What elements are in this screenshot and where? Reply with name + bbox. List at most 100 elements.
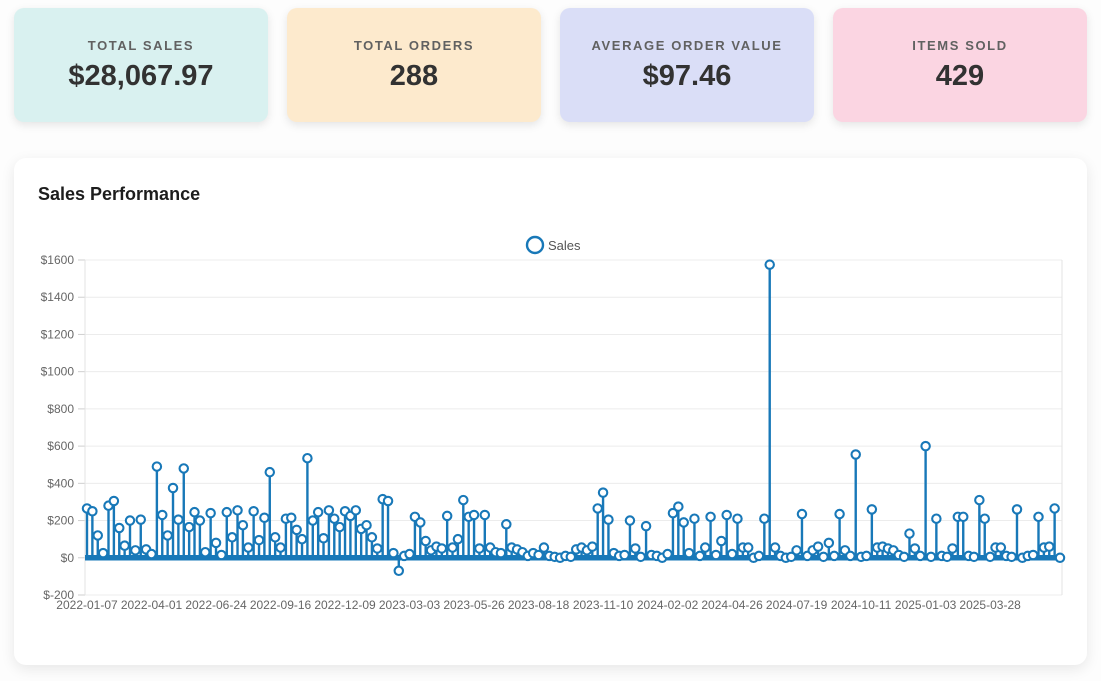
data-point-marker <box>264 466 276 478</box>
data-point-marker <box>259 512 270 524</box>
data-point-marker <box>914 550 926 562</box>
kpi-card-total-sales: TOTAL SALES $28,067.97 <box>14 8 268 122</box>
data-point-marker <box>501 519 512 530</box>
data-point-marker <box>248 505 259 517</box>
data-point-marker <box>968 551 980 563</box>
data-point-marker <box>114 522 125 534</box>
data-point-marker <box>818 551 829 563</box>
data-point-marker <box>157 509 168 521</box>
data-point-marker <box>323 505 335 516</box>
kpi-card-items-sold: ITEMS SOLD 429 <box>833 8 1087 122</box>
y-axis-label: $800 <box>47 402 74 416</box>
data-point-marker <box>436 543 448 554</box>
data-point-marker <box>931 513 942 524</box>
data-point-marker <box>173 514 184 525</box>
x-axis-label: 2022-09-16 <box>250 598 312 612</box>
data-point-marker <box>447 542 458 553</box>
data-point-marker <box>194 515 206 526</box>
data-point-marker <box>366 532 378 543</box>
data-point-marker <box>769 542 781 553</box>
legend-item-sales[interactable]: Sales <box>525 235 581 255</box>
data-point-marker <box>441 510 453 522</box>
data-point-marker <box>592 503 603 514</box>
data-point-marker <box>791 545 802 556</box>
data-point-marker <box>232 505 243 516</box>
data-point-marker <box>1027 549 1039 561</box>
data-point-marker <box>415 517 426 528</box>
x-axis-label: 2023-08-18 <box>508 598 570 612</box>
data-point-marker <box>850 449 861 460</box>
data-point-marker <box>178 463 190 474</box>
data-point-marker <box>221 506 233 518</box>
data-point-marker <box>925 551 937 563</box>
kpi-value-total-orders: 288 <box>389 59 439 92</box>
kpi-card-average-order-value: AVERAGE ORDER VALUE $97.46 <box>560 8 814 122</box>
x-axis-label: 2023-03-03 <box>379 598 441 612</box>
x-axis-label: 2025-03-28 <box>959 598 1021 612</box>
data-point-marker <box>823 537 835 549</box>
data-point-marker <box>388 547 399 559</box>
data-point-marker <box>785 551 797 563</box>
y-axis-label: $600 <box>47 439 74 453</box>
data-point-marker <box>699 542 711 553</box>
data-point-marker <box>226 532 238 543</box>
data-point-marker <box>909 543 921 554</box>
data-point-marker <box>630 543 641 554</box>
x-axis-label: 2024-07-19 <box>766 598 828 612</box>
data-point-marker <box>845 550 856 562</box>
kpi-card-total-orders: TOTAL ORDERS 288 <box>287 8 541 122</box>
data-point-marker <box>205 507 216 519</box>
y-axis-label: $400 <box>47 476 74 490</box>
data-point-marker <box>275 542 286 553</box>
kpi-value-total-sales: $28,067.97 <box>68 59 214 92</box>
data-point-marker <box>119 540 130 551</box>
data-point-marker <box>861 550 872 562</box>
data-point-marker <box>624 515 636 526</box>
data-point-marker <box>479 509 491 521</box>
kpi-label-total-orders: TOTAL ORDERS <box>353 37 475 53</box>
data-point-marker <box>732 513 743 524</box>
kpi-label-total-sales: TOTAL SALES <box>87 37 195 53</box>
data-point-marker <box>828 550 840 562</box>
y-axis-label: $1400 <box>41 290 75 304</box>
data-point-marker <box>742 542 754 553</box>
data-point-marker <box>372 543 383 554</box>
data-point-marker <box>533 549 544 561</box>
data-point-marker <box>619 549 630 561</box>
legend-label: Sales <box>548 238 581 253</box>
data-point-marker <box>334 521 345 533</box>
data-point-marker <box>635 551 646 563</box>
data-point-marker <box>812 541 824 552</box>
data-point-marker <box>673 501 684 512</box>
data-point-marker <box>947 543 958 554</box>
data-point-marker <box>941 551 953 563</box>
data-point-marker <box>904 528 915 539</box>
data-point-marker <box>350 505 362 516</box>
data-point-marker <box>312 506 324 518</box>
data-point-marker <box>726 548 738 560</box>
data-point-marker <box>162 530 173 541</box>
data-point-marker <box>382 495 394 507</box>
data-point-marker <box>1049 503 1060 514</box>
data-point-marker <box>130 545 141 556</box>
y-axis-label: $-200 <box>43 588 74 602</box>
data-point-marker <box>995 542 1007 553</box>
data-point-marker <box>694 550 706 562</box>
y-axis-label: $1200 <box>41 327 75 341</box>
data-point-marker <box>458 494 469 506</box>
data-point-marker <box>495 547 507 559</box>
x-axis-label: 2025-01-03 <box>895 598 957 612</box>
data-point-marker <box>538 542 550 553</box>
data-point-marker <box>97 547 109 559</box>
data-point-marker <box>710 549 722 561</box>
data-point-marker <box>587 541 598 552</box>
data-point-marker <box>1033 511 1044 523</box>
data-point-marker <box>1011 504 1023 515</box>
y-axis-label: $0 <box>61 551 75 565</box>
data-point-marker <box>796 508 808 520</box>
data-point-marker <box>253 534 265 546</box>
data-point-marker <box>135 514 147 525</box>
data-point-marker <box>721 509 732 521</box>
legend-marker-icon <box>525 235 545 255</box>
data-point-marker <box>361 519 372 531</box>
